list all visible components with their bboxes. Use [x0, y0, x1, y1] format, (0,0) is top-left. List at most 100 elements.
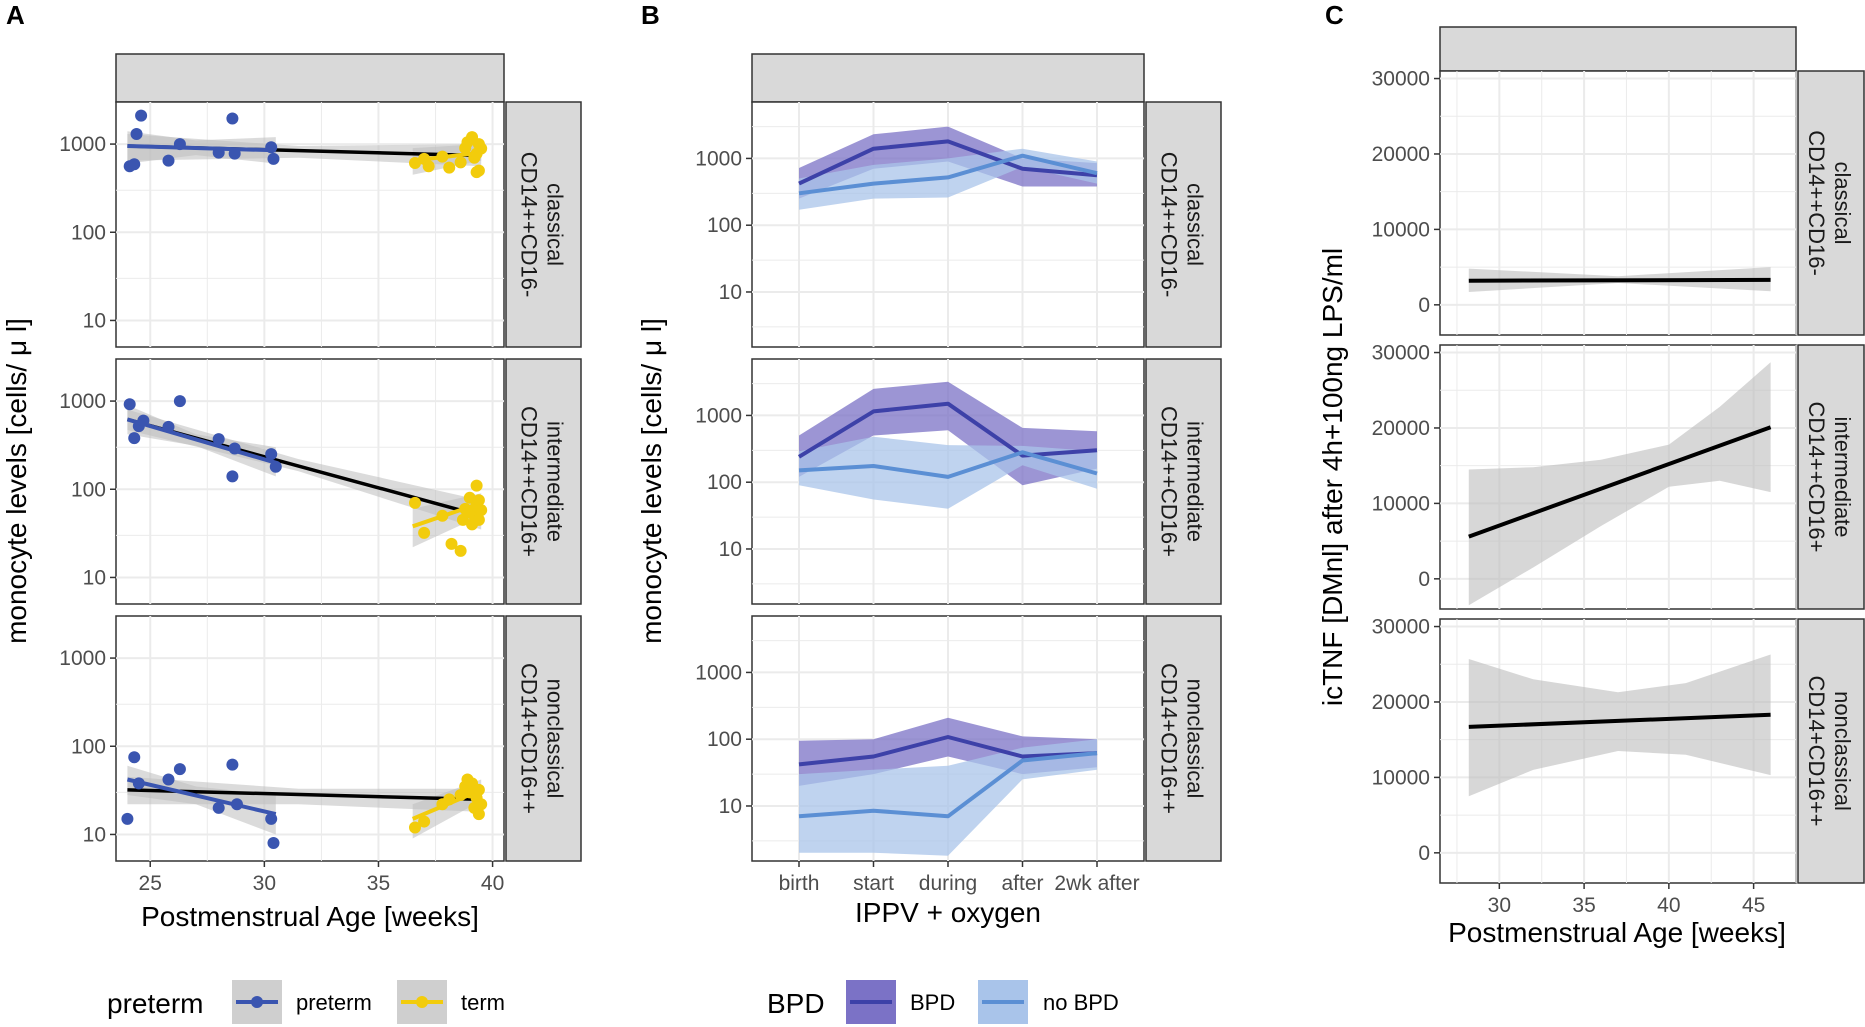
y-tick-label: 30000: [1372, 342, 1430, 365]
panel-c-facet-1-bg: [1439, 70, 1797, 336]
fit-ribbon: [1468, 654, 1771, 797]
y-tick-label: 10: [719, 281, 742, 304]
panel-b-strip-3: [1145, 615, 1222, 862]
panel-b-strip-2-line2: CD14++CD16+: [1157, 406, 1182, 557]
panel-c-top-strip: [1439, 26, 1797, 72]
panel-a-marks: [121, 109, 488, 849]
preterm-point: [173, 763, 186, 776]
panel-b: classicalCD14++CD16- intermediateCD14++C…: [636, 53, 1222, 928]
term-point: [418, 815, 431, 828]
legend-preterm-label: preterm: [296, 990, 372, 1015]
fit-line: [1468, 425, 1772, 539]
panel-c-strip-1-line1: classical: [1830, 161, 1855, 244]
term-point: [436, 509, 449, 522]
panel-a-strip-1-label: classicalCD14++CD16-: [517, 152, 568, 298]
panel-c-strip-2-label: intermediateCD14++CD16+: [1804, 401, 1855, 552]
panel-c-x-title: Postmenstrual Age [weeks]: [1448, 917, 1786, 948]
panel-b-strip-2: [1145, 358, 1222, 605]
panel-c-y-title: icTNF [DMnl] after 4h+100ng LPS/ml: [1317, 248, 1348, 706]
y-tick-label: 10: [83, 823, 106, 846]
x-tick-label: 40: [481, 872, 504, 895]
panel-b-y-title: monocyte levels [cells/ μ l]: [636, 318, 667, 644]
nobpd-line: [798, 153, 1098, 196]
bpd-ribbon: [799, 126, 1097, 199]
nobpd-line: [798, 751, 1098, 819]
term-point: [408, 821, 421, 834]
legend-term-key-point: [416, 996, 428, 1008]
nobpd-ribbon: [799, 739, 1097, 856]
panel-b-strip-3-line1: nonclassical: [1183, 679, 1208, 799]
panel-a: classicalCD14++CD16- intermediateCD14++C…: [1, 53, 582, 932]
legend-bpd-title: BPD: [767, 988, 825, 1019]
panel-b-strip-1: [1145, 101, 1222, 348]
panel-b-strip-1-line1: classical: [1183, 183, 1208, 266]
y-tick-label: 0: [1418, 842, 1430, 865]
term-point: [443, 793, 456, 806]
panel-b-top-strip: [751, 53, 1145, 103]
panel-c-strip-1-line2: CD14++CD16-: [1804, 130, 1829, 276]
panel-b-marks: [797, 126, 1098, 856]
preterm-point: [162, 773, 175, 786]
preterm-point: [162, 420, 175, 433]
panel-a-top-strip: [115, 53, 505, 103]
preterm-point: [230, 798, 243, 811]
preterm-point: [137, 414, 150, 427]
preterm-point: [121, 812, 134, 825]
legend-preterm: preterm preterm term: [107, 980, 505, 1024]
panel-b-strip-1-line2: CD14++CD16-: [1157, 152, 1182, 298]
panel-c-strip-1-label: classicalCD14++CD16-: [1804, 130, 1855, 276]
panel-a-axes: 10 100 1000 10 100 1000 10 100 1000 25 30 35 40: [59, 133, 504, 895]
term-point: [408, 496, 421, 509]
x-tick-label: 30: [1488, 894, 1511, 917]
y-tick-label: 10000: [1372, 218, 1430, 241]
panel-b-axes: 10 100 1000 10 100 1000 10 100 1000 birth start dur…: [695, 147, 1139, 895]
preterm-point: [265, 812, 278, 825]
panel-a-strip-1: [505, 101, 582, 348]
preterm-point: [123, 398, 136, 411]
term-point: [408, 157, 421, 170]
preterm-point: [226, 112, 239, 125]
preterm-fit-line: [126, 777, 277, 817]
y-tick-label: 0: [1418, 294, 1430, 317]
term-point: [475, 142, 488, 155]
y-tick-label: 100: [707, 471, 742, 494]
preterm-point: [130, 128, 143, 141]
term-point: [454, 544, 467, 557]
y-tick-label: 0: [1418, 568, 1430, 591]
panel-a-letter: A: [6, 0, 25, 30]
legend-preterm-title: preterm: [107, 988, 203, 1019]
preterm-point: [265, 448, 278, 461]
y-tick-label: 100: [71, 478, 106, 501]
preterm-point: [135, 109, 148, 122]
panel-a-y-title: monocyte levels [cells/ μ l]: [1, 318, 32, 644]
panel-c-marks: [1468, 267, 1772, 797]
preterm-point: [226, 470, 239, 483]
x-tick-label: 30: [253, 872, 276, 895]
panel-c: classicalCD14++CD16- intermediateCD14++C…: [1317, 26, 1865, 948]
panel-a-strip-3: [505, 615, 582, 862]
term-point: [472, 808, 485, 821]
panel-a-facet-2-bg: [115, 358, 505, 605]
preterm-point: [128, 751, 141, 764]
term-point: [443, 161, 456, 174]
panel-c-axes: 0 10000 20000 30000 0 10000 20000 30000 0 10000 20…: [1372, 68, 1766, 917]
x-tick-label: during: [919, 872, 977, 895]
term-point: [475, 798, 488, 811]
fit-line: [1468, 712, 1771, 729]
legend-bpd: BPD BPD no BPD: [767, 980, 1119, 1024]
bpd-line: [798, 139, 1098, 186]
y-tick-label: 10: [719, 795, 742, 818]
x-tick-label: start: [853, 872, 894, 895]
y-tick-label: 10: [83, 309, 106, 332]
term-point: [454, 156, 467, 169]
term-point: [472, 164, 485, 177]
preterm-point: [267, 836, 280, 849]
panel-a-strip-1-line2: CD14++CD16-: [517, 152, 542, 298]
term-point: [472, 494, 485, 507]
panel-c-strip-1: [1797, 70, 1865, 336]
panel-c-strip-3-line1: nonclassical: [1830, 691, 1855, 811]
preterm-point: [228, 442, 241, 455]
x-tick-label: 45: [1742, 894, 1765, 917]
y-tick-label: 1000: [59, 647, 106, 670]
